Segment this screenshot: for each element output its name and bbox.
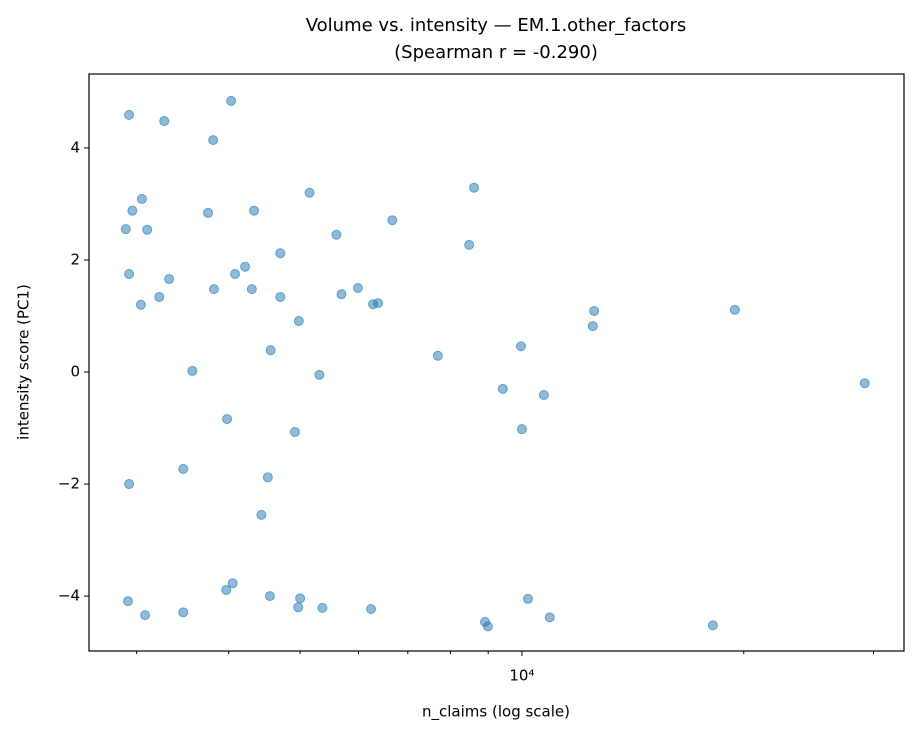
point [208, 284, 219, 295]
point [122, 596, 133, 607]
point [120, 224, 131, 235]
point [208, 135, 219, 146]
point [289, 426, 300, 437]
y-tick-label: −2 [58, 475, 80, 493]
point [275, 291, 286, 302]
point [314, 369, 325, 380]
point [373, 298, 384, 309]
point [178, 607, 189, 618]
point [222, 414, 233, 425]
point [707, 620, 718, 631]
y-tick-label: 2 [70, 250, 80, 268]
point [127, 205, 138, 216]
point [124, 268, 135, 279]
point [262, 472, 273, 483]
point [246, 284, 257, 295]
point [516, 424, 527, 435]
point [469, 182, 480, 193]
x-tick-label: 10⁴ [509, 667, 534, 685]
point [240, 261, 251, 272]
point [142, 224, 153, 235]
point [482, 621, 493, 632]
point [159, 116, 170, 127]
point [336, 289, 347, 300]
point [366, 603, 377, 614]
point [187, 365, 198, 376]
point [522, 593, 533, 604]
point [227, 578, 238, 589]
point [293, 602, 304, 613]
point [164, 274, 175, 285]
y-axis-label: intensity score (PC1) [15, 284, 33, 440]
point [587, 321, 598, 332]
point [304, 187, 315, 198]
point [124, 479, 135, 490]
point [464, 239, 475, 250]
point [230, 268, 241, 279]
y-tick-label: −4 [58, 587, 80, 605]
point [226, 95, 237, 106]
point [544, 612, 555, 623]
point [538, 389, 549, 400]
point [589, 305, 600, 316]
point [387, 215, 398, 226]
x-axis-label: n_claims (log scale) [422, 703, 570, 722]
point [275, 248, 286, 259]
point [295, 593, 306, 604]
point [256, 509, 267, 520]
point [221, 584, 232, 595]
point [265, 345, 276, 356]
chart-subtitle: (Spearman r = -0.290) [394, 42, 598, 63]
point [317, 602, 328, 613]
chart-title: Volume vs. intensity — EM.1.other_factor… [306, 15, 687, 36]
point [497, 383, 508, 394]
point [331, 229, 342, 240]
point [140, 610, 151, 621]
point [203, 207, 214, 218]
point [859, 378, 870, 389]
point [249, 205, 260, 216]
point [124, 109, 135, 120]
point [264, 591, 275, 602]
point [136, 193, 147, 204]
point [293, 316, 304, 327]
point [515, 341, 526, 352]
point [154, 291, 165, 302]
plot-frame [88, 73, 905, 652]
point [135, 299, 146, 310]
point [352, 282, 363, 293]
point [432, 350, 443, 361]
point [729, 304, 740, 315]
point [178, 463, 189, 474]
y-tick-label: 0 [70, 363, 80, 381]
y-tick-label: 4 [70, 138, 80, 156]
